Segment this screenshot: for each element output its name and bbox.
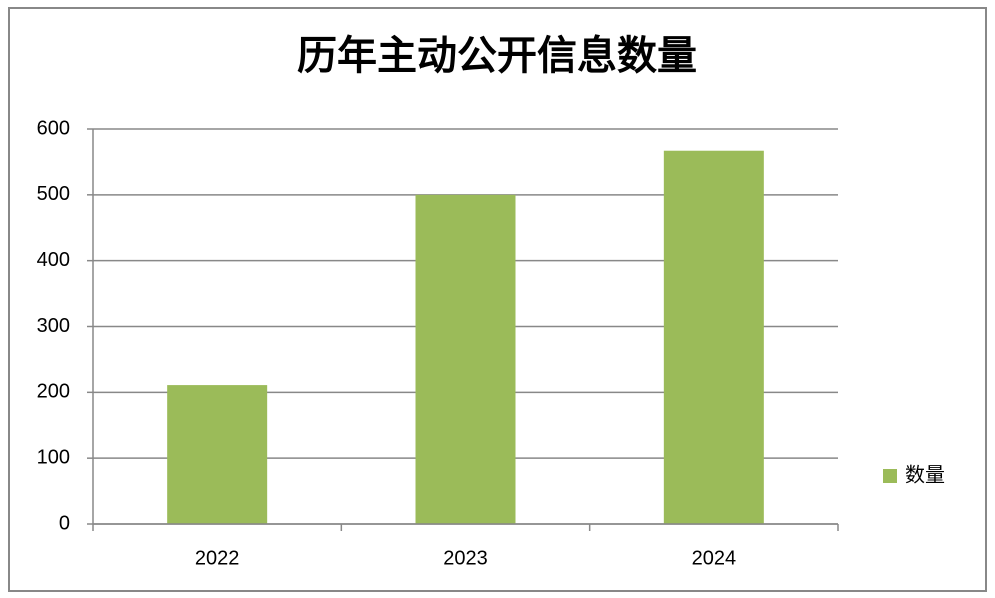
- y-tick-label: 200: [37, 381, 70, 403]
- y-tick-label: 400: [37, 249, 70, 271]
- y-tick-label: 600: [37, 117, 70, 139]
- y-tick-label: 100: [37, 446, 70, 468]
- bar: [663, 150, 764, 524]
- bar: [167, 385, 268, 524]
- x-tick-label: 2024: [692, 547, 737, 569]
- chart-title: 历年主动公开信息数量: [297, 33, 697, 78]
- legend-label: 数量: [905, 463, 945, 486]
- y-tick-label: 500: [37, 183, 70, 205]
- bar: [415, 194, 516, 525]
- x-tick-label: 2022: [195, 547, 240, 569]
- y-tick-label: 0: [59, 512, 70, 534]
- x-tick-label: 2023: [443, 547, 488, 569]
- y-tick-label: 300: [37, 315, 70, 337]
- legend-swatch: [883, 469, 897, 483]
